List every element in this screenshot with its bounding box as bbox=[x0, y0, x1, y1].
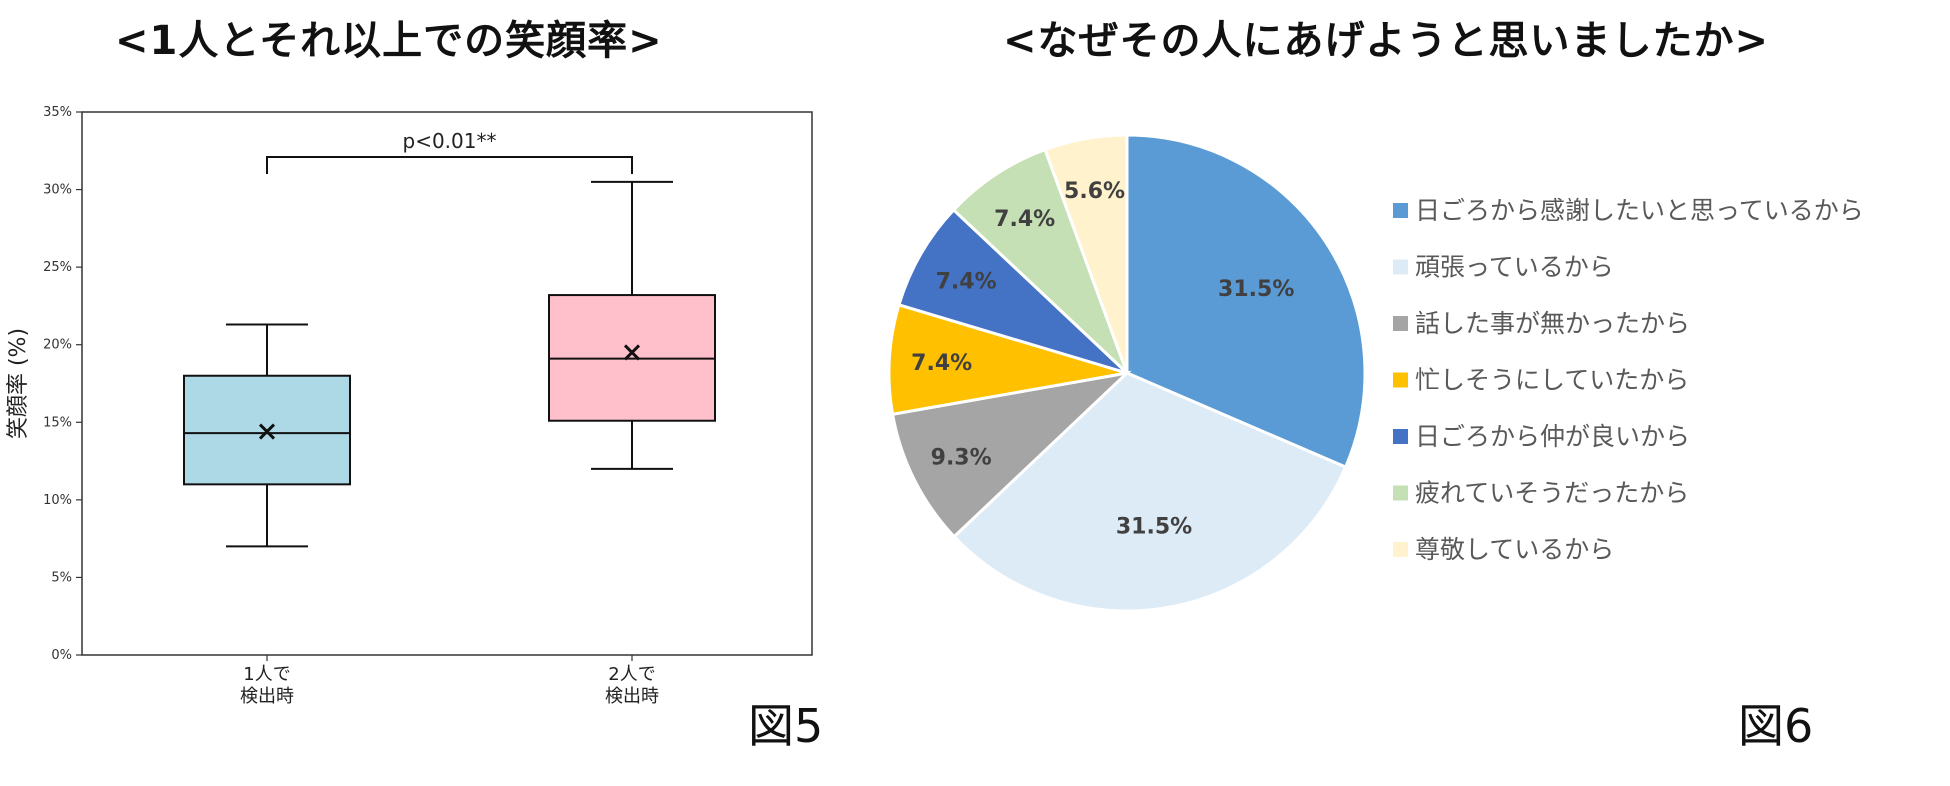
legend-swatch bbox=[1393, 372, 1408, 388]
y-tick-label: 5% bbox=[51, 570, 72, 585]
slice-percent-label: 31.5% bbox=[1218, 277, 1294, 302]
y-tick-label: 20% bbox=[43, 338, 72, 353]
legend-label: 話した事が無かったから bbox=[1415, 309, 1690, 338]
slice-percent-label: 7.4% bbox=[936, 269, 997, 294]
mean-marker bbox=[258, 423, 276, 440]
legend-swatch bbox=[1393, 429, 1408, 444]
pie-slice bbox=[1125, 133, 1367, 470]
legend-label: 頑張っているから bbox=[1415, 253, 1614, 282]
y-axis-label: 笑顔率 (%) bbox=[6, 328, 31, 439]
y-tick-label: 30% bbox=[43, 183, 72, 198]
legend-swatch bbox=[1393, 542, 1408, 557]
y-tick-label: 35% bbox=[43, 105, 72, 120]
mean-marker bbox=[623, 344, 641, 361]
plot-frame bbox=[81, 111, 813, 656]
legend-swatch bbox=[1393, 316, 1408, 331]
figure6-title: <なぜその人にあげようと思いましたか> bbox=[1003, 18, 1770, 64]
legend-swatch bbox=[1393, 203, 1408, 218]
x-tick-label: 検出時 bbox=[605, 686, 659, 707]
legend-label: 日ごろから感謝したいと思っているから bbox=[1415, 196, 1864, 225]
legend-label: 疲れていそうだったから bbox=[1415, 479, 1689, 508]
y-tick-label: 15% bbox=[43, 415, 72, 430]
slice-percent-label: 5.6% bbox=[1064, 179, 1125, 204]
legend-swatch bbox=[1393, 259, 1408, 275]
legend-swatch bbox=[1393, 485, 1408, 501]
x-tick-label: 検出時 bbox=[240, 686, 294, 707]
slice-percent-label: 9.3% bbox=[931, 445, 992, 470]
legend-label: 日ごろから仲が良いから bbox=[1415, 422, 1690, 451]
pie-slice bbox=[887, 303, 1128, 416]
y-tick-label: 25% bbox=[43, 260, 72, 275]
pie-slice bbox=[897, 207, 1129, 375]
legend-label: 忙しそうにしていたから bbox=[1415, 366, 1689, 395]
pie-slice bbox=[890, 370, 1132, 539]
figure6-label: 図6 bbox=[1738, 699, 1814, 753]
y-tick-label: 0% bbox=[51, 648, 72, 663]
figure5-label: 図5 bbox=[748, 699, 824, 753]
pie-slice bbox=[952, 371, 1348, 613]
significance-label: p<0.01** bbox=[403, 129, 497, 153]
x-tick-label: 1人で bbox=[243, 664, 290, 685]
boxplot-chart: 0%5%10%15%20%25%30%35%笑顔率 (%)1人で検出時2人で検出… bbox=[6, 105, 813, 707]
slice-percent-label: 31.5% bbox=[1116, 514, 1192, 539]
slice-percent-label: 7.4% bbox=[994, 207, 1055, 232]
x-tick-label: 2人で bbox=[608, 664, 655, 685]
pie-slice bbox=[1043, 133, 1129, 374]
legend-label: 尊敬しているから bbox=[1415, 535, 1614, 564]
figure5-title: <1人とそれ以上での笑顔率> bbox=[115, 18, 663, 64]
pie-slice bbox=[951, 147, 1129, 375]
slice-percent-label: 7.4% bbox=[911, 351, 972, 376]
y-tick-label: 10% bbox=[43, 493, 72, 508]
significance-bracket bbox=[266, 155, 633, 174]
